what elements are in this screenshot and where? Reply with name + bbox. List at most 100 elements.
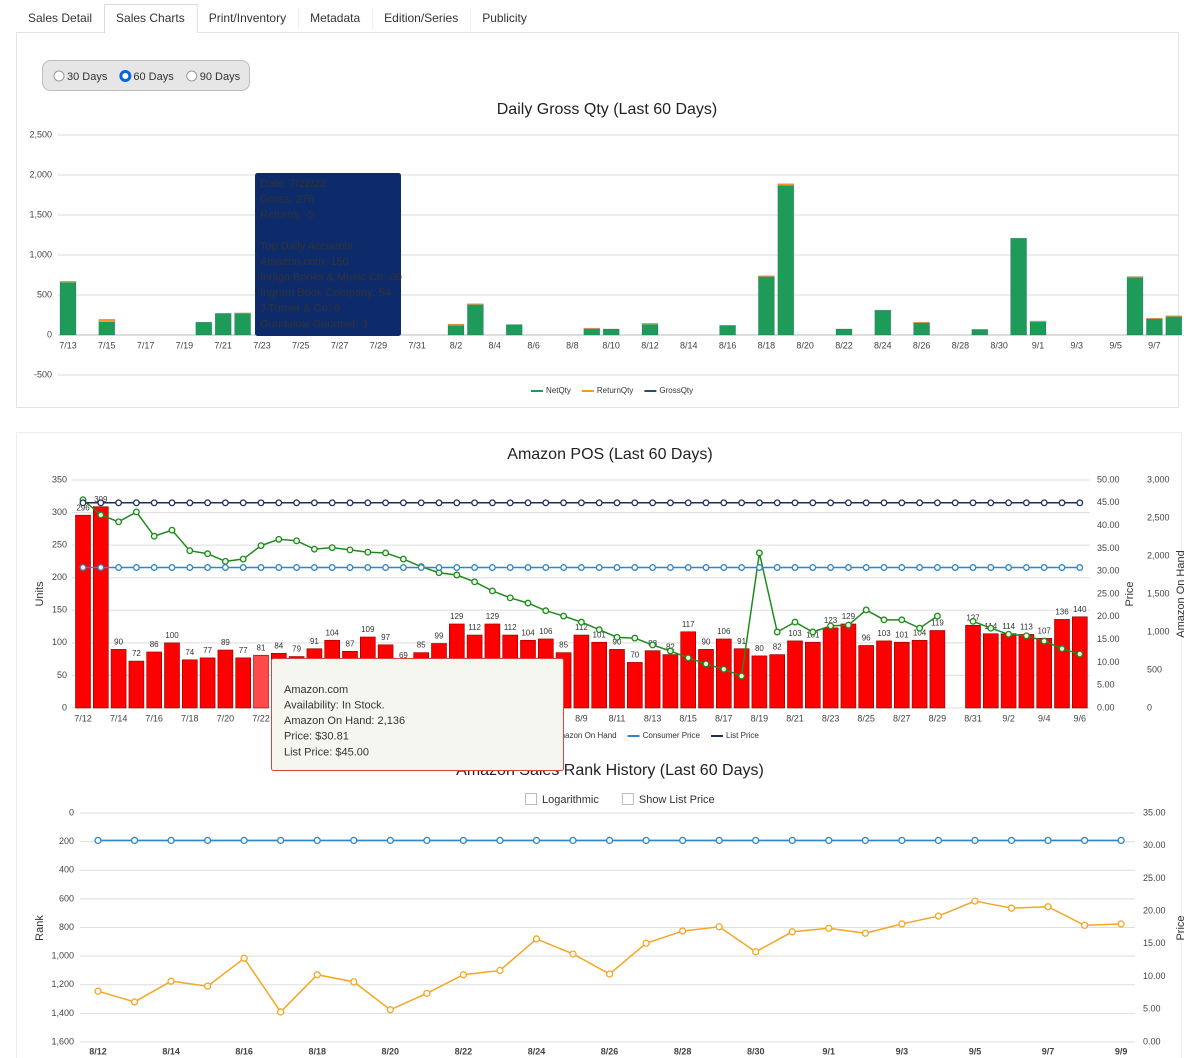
point <box>791 618 799 626</box>
checkbox-label[interactable]: Show List Price <box>639 794 715 806</box>
data-label: 82 <box>666 643 675 652</box>
checkbox-label[interactable]: Logarithmic <box>542 794 599 806</box>
tab[interactable]: Publicity <box>482 11 527 25</box>
radio-label[interactable]: 60 Days <box>133 71 174 83</box>
tab[interactable]: Metadata <box>310 11 360 25</box>
bar <box>777 185 794 335</box>
bar <box>804 641 821 709</box>
radio[interactable] <box>186 70 198 82</box>
data-label: 91 <box>737 637 746 646</box>
data-label: 104 <box>326 628 340 637</box>
bar <box>719 325 736 335</box>
radio-label[interactable]: 90 Days <box>200 71 241 83</box>
data-label: 101 <box>593 630 607 639</box>
point <box>898 836 906 845</box>
point <box>435 564 443 571</box>
checkbox[interactable] <box>525 793 537 805</box>
data-label: 74 <box>185 648 194 657</box>
bar-outline <box>195 321 213 336</box>
bar-outline <box>602 328 620 336</box>
point <box>880 616 888 624</box>
bar-outline <box>1029 320 1047 336</box>
chart-title: Amazon POS (Last 60 Days) <box>507 446 712 463</box>
point <box>239 499 247 507</box>
y-tick-label: 200 <box>59 836 74 846</box>
tab[interactable]: Sales Detail <box>28 11 92 25</box>
point <box>471 564 479 571</box>
x-tick-label: 8/8 <box>566 340 579 350</box>
data-label: 123 <box>824 616 838 625</box>
radio-label[interactable]: 30 Days <box>67 71 108 83</box>
x-tick-label: 8/22 <box>455 1046 473 1056</box>
bar-outline <box>1165 315 1183 336</box>
data-label: 97 <box>381 633 390 642</box>
data-label: 85 <box>559 641 568 650</box>
x-tick-label: 8/30 <box>990 340 1008 350</box>
point <box>471 499 479 507</box>
point <box>755 499 763 507</box>
point <box>631 634 639 642</box>
point <box>560 564 568 571</box>
point <box>613 633 621 641</box>
bar-outline <box>874 309 892 336</box>
x-tick-label: 9/2 <box>1002 713 1015 723</box>
point <box>666 564 674 571</box>
data-label: 77 <box>203 646 212 655</box>
point <box>168 564 176 571</box>
point <box>791 564 799 571</box>
point <box>399 555 407 563</box>
y-tick-label: 500 <box>37 289 52 299</box>
tab[interactable]: Print/Inventory <box>209 11 286 25</box>
point <box>115 518 123 526</box>
point <box>862 606 870 614</box>
data-label: 103 <box>788 629 802 638</box>
x-tick-label: 8/14 <box>680 340 698 350</box>
tab[interactable]: Sales Charts <box>116 11 185 25</box>
tooltip-line: Amazon.com <box>284 684 348 696</box>
point <box>524 599 532 607</box>
x-tick-label: 9/3 <box>1071 340 1084 350</box>
x-tick-label: 7/13 <box>59 340 77 350</box>
data-label: 114 <box>1002 622 1015 631</box>
data-label: 72 <box>132 649 141 658</box>
y-tick-label: 35.00 <box>1143 807 1166 817</box>
tab[interactable]: Edition/Series <box>384 11 458 25</box>
data-label: 101 <box>895 630 909 639</box>
bar-outline <box>835 328 853 336</box>
point <box>933 499 941 507</box>
point <box>752 836 760 845</box>
y-tick-label: 5.00 <box>1097 680 1115 690</box>
bar <box>913 323 930 335</box>
x-tick-label: 8/21 <box>786 713 804 723</box>
checkbox[interactable] <box>621 793 634 805</box>
bar-outline <box>467 303 484 336</box>
point <box>382 499 390 507</box>
bar <box>234 313 251 335</box>
point <box>1080 921 1089 930</box>
x-tick-label: 8/12 <box>89 1046 107 1056</box>
y-tick-label: 3,000 <box>1147 474 1170 484</box>
bar <box>822 627 839 709</box>
radio[interactable] <box>53 70 65 82</box>
data-label: 104 <box>913 628 927 637</box>
point <box>755 549 763 557</box>
y-tick-label: 0 <box>69 807 74 817</box>
y-tick-label: 35.00 <box>1097 543 1120 553</box>
point <box>720 665 728 673</box>
point <box>97 499 105 507</box>
point <box>1022 499 1030 507</box>
tooltip-line: Top Daily Accounts <box>260 240 353 252</box>
x-tick-label: 8/18 <box>758 340 776 350</box>
bar <box>1127 276 1143 278</box>
x-tick-label: 9/7 <box>1042 1046 1055 1056</box>
data-label: 104 <box>521 628 535 637</box>
y-tick-label: 400 <box>59 865 74 875</box>
point <box>524 499 532 507</box>
y-tick-label: 5.00 <box>1143 1004 1161 1014</box>
radio[interactable] <box>119 70 132 82</box>
bar <box>609 649 625 709</box>
point <box>364 564 372 571</box>
x-tick-label: 8/18 <box>308 1046 326 1056</box>
point <box>313 836 321 845</box>
point <box>382 564 390 571</box>
